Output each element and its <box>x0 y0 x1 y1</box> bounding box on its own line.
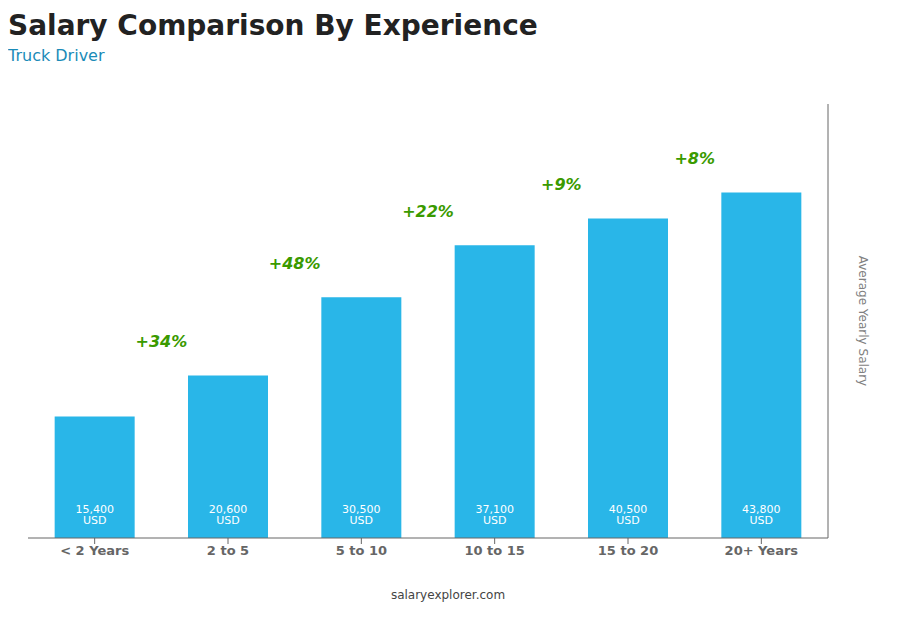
html-text:Salary Comparison By Experienc: Salary Comparison By Experience <box>8 9 538 42</box>
svg-text:+48%: +48% <box>269 254 321 273</box>
svg-text:30,500USD: 30,500USD <box>342 503 381 527</box>
html-text:salaryexplorer.com: salaryexplorer.com <box>390 588 506 602</box>
svg-text:< 2 Years: < 2 Years <box>60 543 129 558</box>
svg-text:+9%: +9% <box>541 175 582 194</box>
svg-text:20,600USD: 20,600USD <box>209 503 248 527</box>
svg-text:37,100USD: 37,100USD <box>475 503 514 527</box>
svg-text:43,800USD: 43,800USD <box>742 503 781 527</box>
svg-text:10 to 15: 10 to 15 <box>464 543 524 558</box>
svg-text:2 to 5: 2 to 5 <box>207 543 249 558</box>
svg-text:20+ Years: 20+ Years <box>725 543 799 558</box>
svg-text:40,500USD: 40,500USD <box>609 503 648 527</box>
svg-text:+22%: +22% <box>402 202 454 221</box>
svg-text:5 to 10: 5 to 10 <box>336 543 387 558</box>
svg-text:Average Yearly Salary: Average Yearly Salary <box>856 256 870 386</box>
svg-text:15 to 20: 15 to 20 <box>598 543 658 558</box>
svg-text:+34%: +34% <box>136 332 188 351</box>
svg-text:15,400USD: 15,400USD <box>75 503 114 527</box>
svg-text:+8%: +8% <box>674 149 715 168</box>
html-text:Truck Driver: Truck Driver <box>8 46 105 65</box>
